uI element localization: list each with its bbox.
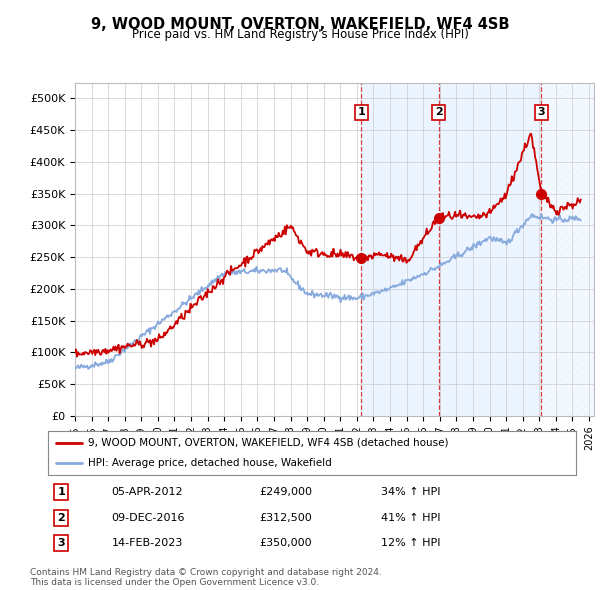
Text: This data is licensed under the Open Government Licence v3.0.: This data is licensed under the Open Gov…	[30, 578, 319, 587]
Text: 9, WOOD MOUNT, OVERTON, WAKEFIELD, WF4 4SB: 9, WOOD MOUNT, OVERTON, WAKEFIELD, WF4 4…	[91, 17, 509, 31]
Bar	[541, 83, 594, 416]
Text: 2: 2	[58, 513, 65, 523]
Text: Contains HM Land Registry data © Crown copyright and database right 2024.: Contains HM Land Registry data © Crown c…	[30, 568, 382, 576]
Text: 3: 3	[58, 538, 65, 548]
Text: £249,000: £249,000	[259, 487, 312, 497]
Text: 09-DEC-2016: 09-DEC-2016	[112, 513, 185, 523]
Text: 3: 3	[538, 107, 545, 117]
Bar	[439, 83, 541, 416]
Text: 12% ↑ HPI: 12% ↑ HPI	[380, 538, 440, 548]
Text: 41% ↑ HPI: 41% ↑ HPI	[380, 513, 440, 523]
Text: £350,000: £350,000	[259, 538, 312, 548]
Text: HPI: Average price, detached house, Wakefield: HPI: Average price, detached house, Wake…	[88, 458, 331, 468]
Text: 14-FEB-2023: 14-FEB-2023	[112, 538, 183, 548]
Text: 1: 1	[58, 487, 65, 497]
Text: 2: 2	[435, 107, 443, 117]
Text: 9, WOOD MOUNT, OVERTON, WAKEFIELD, WF4 4SB (detached house): 9, WOOD MOUNT, OVERTON, WAKEFIELD, WF4 4…	[88, 438, 448, 448]
Text: Price paid vs. HM Land Registry's House Price Index (HPI): Price paid vs. HM Land Registry's House …	[131, 28, 469, 41]
Bar	[361, 83, 439, 416]
Text: 34% ↑ HPI: 34% ↑ HPI	[380, 487, 440, 497]
Text: 1: 1	[358, 107, 365, 117]
Text: £312,500: £312,500	[259, 513, 312, 523]
Text: 05-APR-2012: 05-APR-2012	[112, 487, 183, 497]
